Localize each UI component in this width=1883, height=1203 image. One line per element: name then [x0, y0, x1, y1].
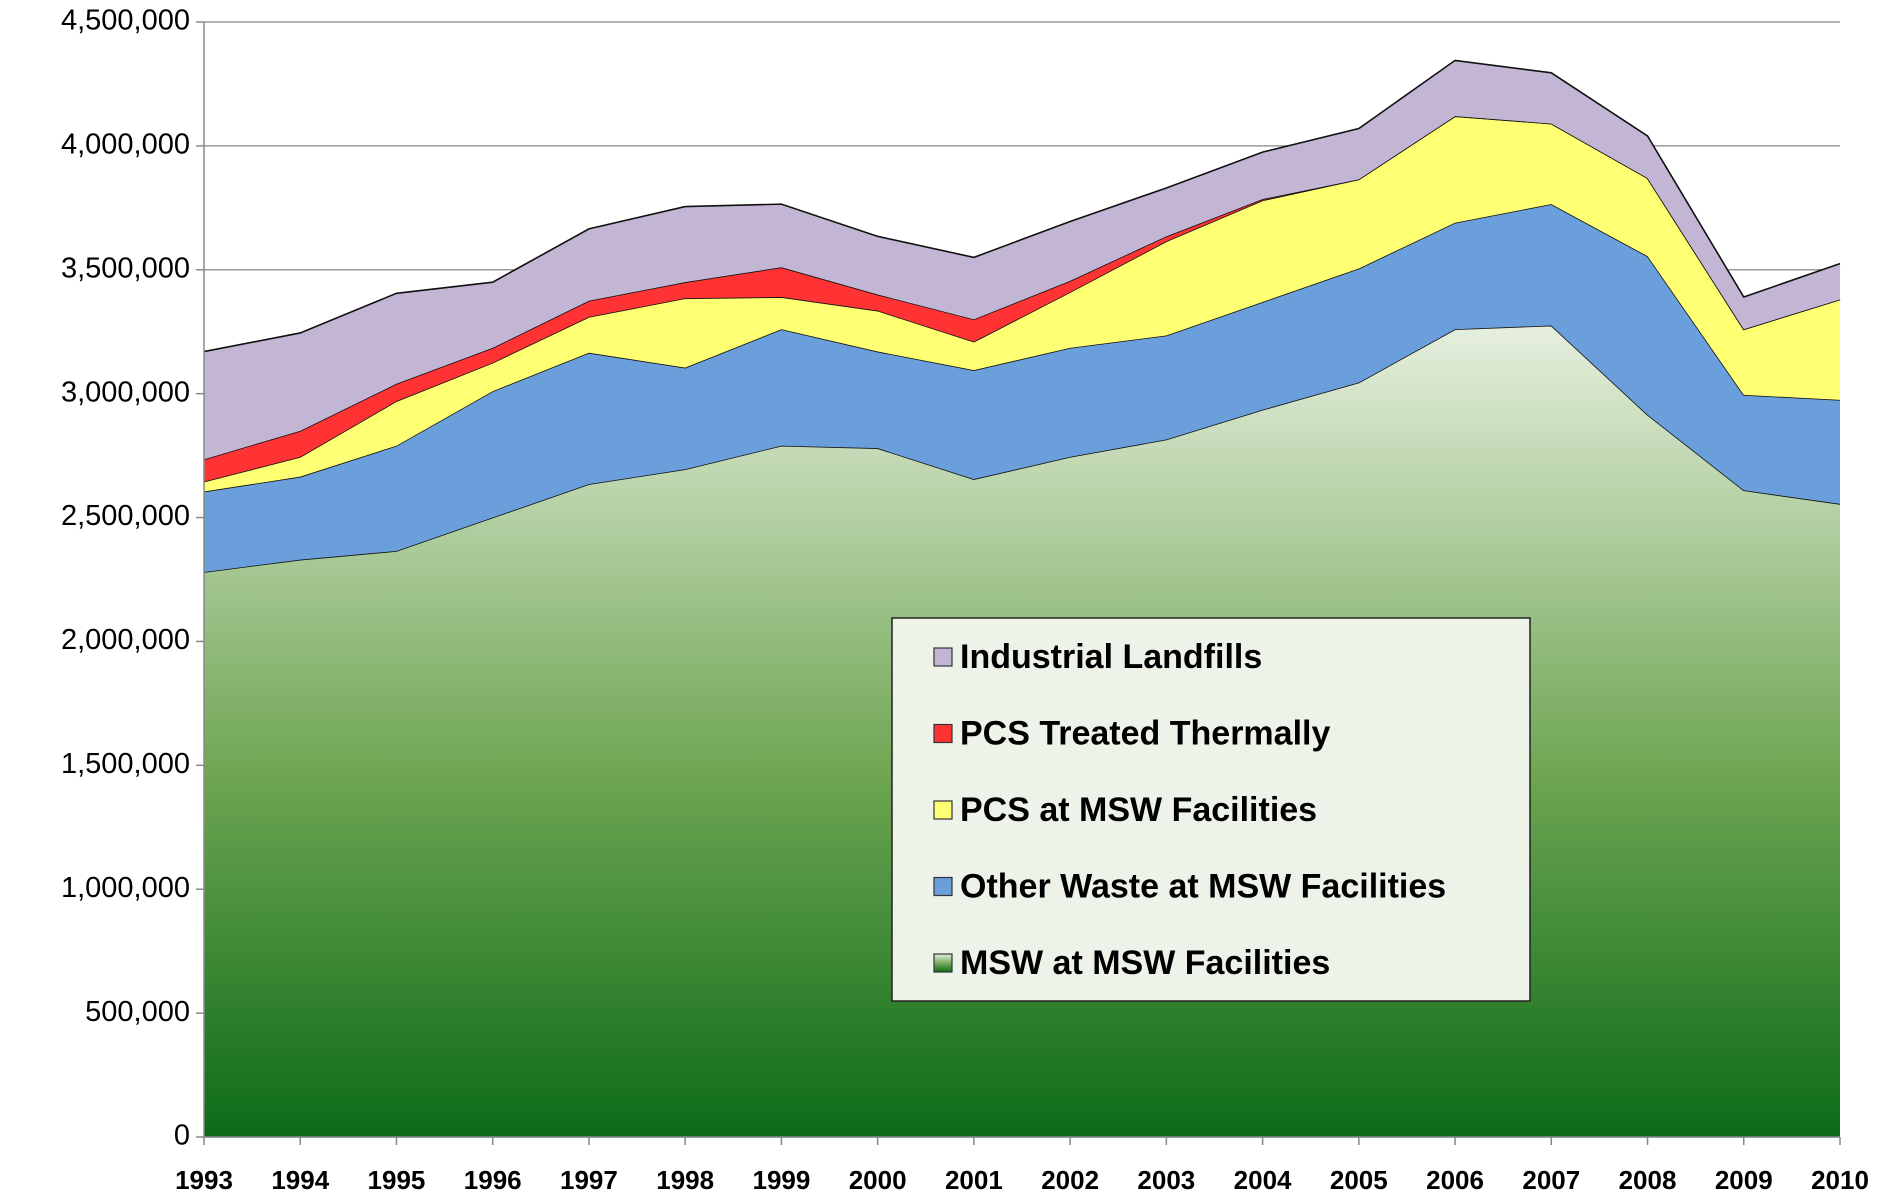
y-tick-label: 1,500,000 [61, 748, 190, 780]
x-tick-label: 2001 [945, 1165, 1003, 1195]
y-tick-label: 3,000,000 [61, 376, 190, 408]
legend-swatch [933, 953, 953, 973]
area [204, 116, 1840, 492]
x-tick-label: 2010 [1811, 1165, 1869, 1195]
y-tick-label: 2,500,000 [61, 500, 190, 532]
y-tick-label: 0 [174, 1120, 190, 1152]
x-tick-label: 2003 [1137, 1165, 1195, 1195]
y-tick-label: 500,000 [85, 996, 190, 1028]
x-tick-label: 1998 [656, 1165, 714, 1195]
y-tick-label: 4,500,000 [61, 5, 190, 37]
x-tick-label: 1993 [175, 1165, 233, 1195]
y-tick-label: 1,000,000 [61, 872, 190, 904]
legend-swatch [933, 647, 953, 667]
area [204, 60, 1840, 460]
x-tick-label: 1999 [752, 1165, 810, 1195]
legend-label: PCS at MSW Facilities [960, 791, 1317, 829]
x-tick-label: 2002 [1041, 1165, 1099, 1195]
x-tick-label: 2009 [1715, 1165, 1773, 1195]
legend-swatch [933, 723, 953, 744]
x-tick-label: 2007 [1522, 1165, 1580, 1195]
x-tick-label: 1994 [271, 1165, 329, 1195]
legend-label: MSW at MSW Facilities [960, 944, 1330, 982]
legend-label: PCS Treated Thermally [960, 714, 1330, 752]
x-tick-label: 2006 [1426, 1165, 1484, 1195]
x-tick-label: 2000 [849, 1165, 907, 1195]
x-tick-label: 2005 [1330, 1165, 1388, 1195]
x-tick-label: 1997 [560, 1165, 618, 1195]
legend-swatch [933, 800, 953, 820]
x-tick-label: 1995 [368, 1165, 426, 1195]
legend-box [891, 617, 1531, 1002]
x-tick-label: 2008 [1619, 1165, 1677, 1195]
area [204, 204, 1840, 573]
legend-label: Industrial Landfills [960, 638, 1262, 676]
area-edge [203, 59, 1841, 353]
y-tick-label: 4,000,000 [61, 129, 190, 161]
legend-swatch [933, 876, 953, 897]
y-tick-label: 3,500,000 [61, 252, 190, 284]
x-tick-label: 1996 [464, 1165, 522, 1195]
y-tick-label: 2,000,000 [61, 624, 190, 656]
x-tick-label: 2004 [1234, 1165, 1292, 1195]
legend-label: Other Waste at MSW Facilities [960, 867, 1446, 905]
